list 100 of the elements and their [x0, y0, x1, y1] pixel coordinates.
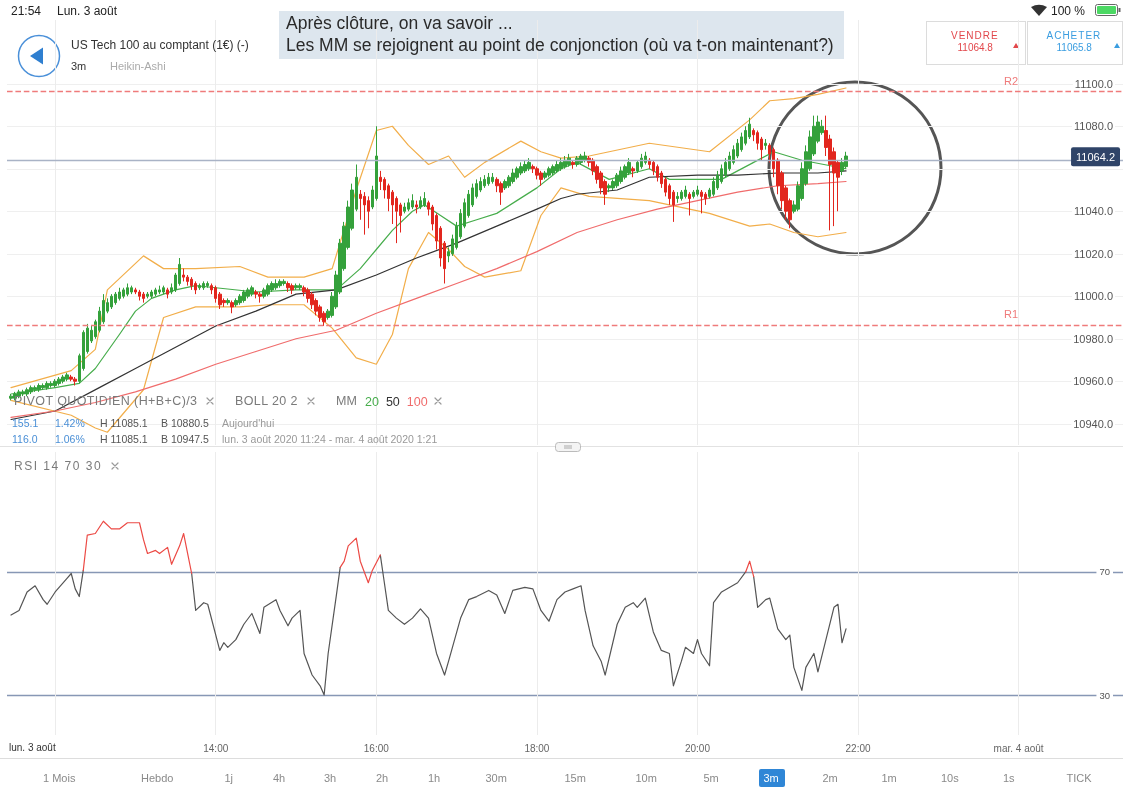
y-tick-label: 10980.0 — [1073, 332, 1113, 345]
text: 1h — [428, 771, 441, 784]
text: 5m — [703, 771, 719, 784]
candlestick — [407, 198, 410, 212]
candlestick — [631, 166, 635, 178]
text: 3m — [763, 771, 779, 784]
candlestick — [246, 287, 250, 299]
annotation: MM — [336, 393, 357, 408]
candlestick — [33, 385, 37, 393]
candlestick — [182, 268, 185, 282]
annotation: Les MM se rejoignent au point de conjonction (où va t-on maintenant?) — [286, 35, 834, 56]
text: 30m — [485, 771, 507, 784]
text: 10s — [941, 771, 959, 784]
annotation: 11064.8 — [957, 42, 993, 53]
candlestick — [254, 289, 258, 299]
annotation: BOLL 20 2 — [235, 393, 298, 408]
candlestick — [696, 185, 699, 197]
candlestick — [700, 189, 703, 214]
candlestick — [527, 157, 531, 172]
y-tick-label: 10940.0 — [1073, 417, 1113, 430]
candlestick — [511, 168, 515, 185]
candlestick — [198, 283, 201, 291]
y-tick-label: 11040.0 — [1074, 205, 1113, 218]
candlestick — [61, 374, 65, 384]
candlestick — [122, 287, 125, 299]
candlestick — [543, 170, 547, 180]
candlestick — [65, 372, 69, 382]
annotation: 155.1 — [12, 416, 39, 429]
candlestick — [519, 161, 523, 176]
candlestick — [250, 285, 254, 297]
annotation: lun. 3 août 2020 11:24 - mar. 4 août 2020 1:21 — [222, 432, 438, 445]
candlestick — [238, 293, 242, 306]
candlestick — [29, 385, 33, 395]
candlestick — [49, 380, 53, 389]
ref-line-label: 11064.2 — [1076, 150, 1115, 163]
candlestick — [491, 172, 494, 185]
candlestick — [266, 283, 270, 297]
annotation: 1.06% — [55, 432, 85, 445]
y-tick-label: 11020.0 — [1074, 247, 1113, 260]
candlestick — [503, 178, 507, 191]
candlestick — [515, 166, 519, 180]
candlestick — [118, 287, 121, 301]
x-tick-label: 14:00 — [203, 742, 229, 754]
candlestick — [680, 189, 683, 202]
ref-line-label: R2 — [1003, 74, 1018, 87]
candlestick — [559, 157, 563, 172]
candlestick — [571, 159, 575, 170]
candlestick — [294, 283, 298, 291]
y-tick-label: 10960.0 — [1073, 375, 1113, 388]
candlestick — [555, 159, 559, 174]
annotation: Heikin-Ashi — [110, 59, 166, 72]
annotation: Aujourd'hui — [222, 416, 275, 429]
candlestick — [487, 172, 490, 187]
candlestick — [9, 393, 13, 401]
candlestick — [69, 374, 73, 382]
annotation: US Tech 100 au comptant (1€) (-) — [71, 38, 249, 52]
candlestick — [619, 166, 623, 185]
annotation: B 10947.5 — [161, 432, 209, 445]
candlestick — [230, 300, 234, 314]
candlestick — [551, 164, 555, 176]
candlestick — [226, 297, 230, 306]
text: 50 — [385, 394, 400, 409]
candlestick — [262, 287, 266, 299]
candlestick — [523, 159, 527, 174]
text: 100 — [406, 394, 428, 409]
candlestick — [403, 202, 406, 214]
candlestick — [583, 151, 587, 163]
candlestick — [41, 382, 45, 391]
candlestick — [126, 283, 129, 297]
text: 100 % — [1051, 4, 1086, 18]
y-tick-label: 30 — [1099, 689, 1110, 701]
candlestick — [162, 285, 165, 295]
text: 1m — [881, 771, 897, 784]
candlestick — [206, 280, 209, 289]
candlestick — [278, 278, 282, 289]
candlestick — [644, 151, 647, 165]
candlestick — [110, 293, 113, 310]
candlestick — [419, 195, 422, 210]
text: 3h — [324, 771, 337, 784]
candlestick — [286, 280, 290, 293]
candlestick — [114, 291, 117, 306]
candlestick — [415, 200, 418, 214]
candlestick — [423, 191, 426, 208]
text: 2m — [822, 771, 838, 784]
annotation: 3m — [71, 59, 87, 72]
annotation: H 11085.1 — [100, 432, 148, 445]
annotation: 11065.8 — [1056, 42, 1092, 53]
candlestick — [282, 278, 286, 287]
candlestick — [194, 280, 197, 295]
ref-line-label: R1 — [1003, 308, 1018, 321]
line-series — [10, 151, 847, 395]
x-tick-label: 20:00 — [684, 742, 711, 754]
candlestick — [270, 280, 274, 293]
line-series — [10, 87, 847, 389]
candlestick — [130, 285, 133, 295]
candlestick — [37, 382, 41, 393]
y-tick-label: 11080.0 — [1074, 120, 1113, 133]
candlestick — [692, 189, 695, 199]
text: Lun. 3 août — [57, 4, 118, 18]
candlestick — [73, 376, 77, 386]
